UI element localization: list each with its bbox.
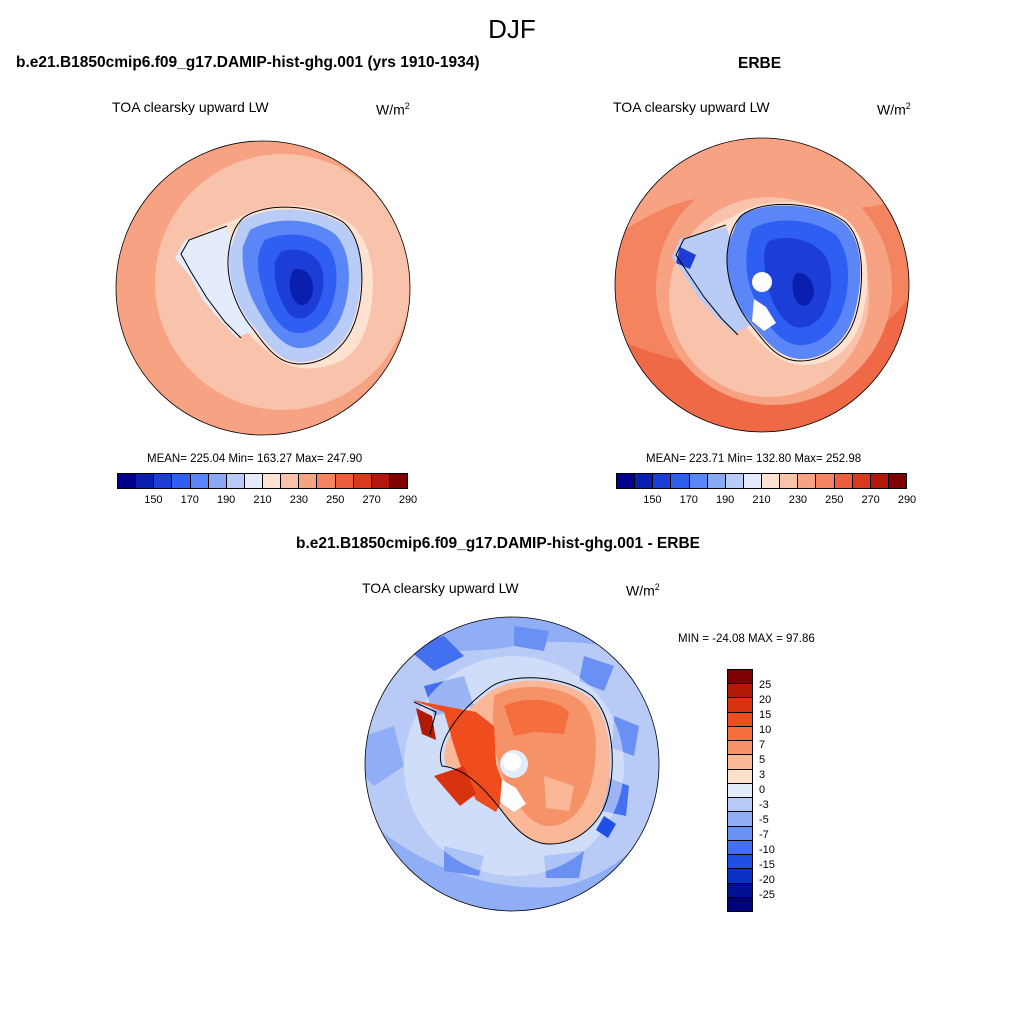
panel-diff-variable-label: TOA clearsky upward LW: [362, 580, 519, 596]
colorbar-tick: 3: [759, 769, 766, 781]
colorbar-tick: 20: [759, 694, 772, 706]
colorbar-tick: 250: [825, 494, 844, 506]
colorbar-tick: 190: [715, 494, 735, 506]
panel-diff-map: [364, 616, 660, 912]
colorbar-tick: 230: [788, 494, 808, 506]
colorbar-tick: 15: [759, 709, 772, 721]
panel-diff-colorbar: [727, 669, 753, 912]
panel-model-variable-label: TOA clearsky upward LW: [112, 99, 269, 115]
colorbar-tick: 0: [759, 784, 766, 796]
colorbar-tick: -25: [759, 889, 775, 901]
panel-obs-map: [614, 137, 910, 433]
colorbar-tick: 170: [180, 494, 199, 506]
colorbar-tick: 10: [759, 724, 772, 736]
colorbar-tick: 5: [759, 754, 766, 766]
panel-model-stats: MEAN= 225.04 Min= 163.27 Max= 247.90: [147, 453, 363, 465]
colorbar-tick: 250: [326, 494, 345, 506]
panel-obs-units-label: W/m2: [877, 101, 911, 118]
colorbar-tick: 190: [216, 494, 236, 506]
panel-obs-variable-label: TOA clearsky upward LW: [613, 99, 770, 115]
colorbar-tick: 230: [289, 494, 309, 506]
panel-model-title: b.e21.B1850cmip6.f09_g17.DAMIP-hist-ghg.…: [16, 54, 480, 71]
panel-model-units-label: W/m2: [376, 101, 410, 118]
colorbar-tick: 25: [759, 679, 772, 691]
panel-obs-colorbar: [616, 473, 907, 489]
colorbar-tick: 150: [144, 494, 163, 506]
colorbar-tick: 210: [253, 494, 272, 506]
panel-obs-colorbar-ticks: 150 170 190 210 230 250 270 290: [616, 494, 916, 508]
colorbar-tick: -10: [759, 844, 775, 856]
colorbar-tick: 150: [643, 494, 662, 506]
colorbar-tick: 290: [897, 494, 917, 506]
figure-title: DJF: [488, 14, 536, 44]
panel-obs-stats: MEAN= 223.71 Min= 132.80 Max= 252.98: [646, 453, 862, 465]
panel-model-colorbar-ticks: 150 170 190 210 230 250 270 290: [117, 494, 417, 508]
panel-obs-title: ERBE: [738, 55, 782, 72]
colorbar-tick: -15: [759, 859, 775, 871]
colorbar-tick: -7: [759, 829, 769, 841]
panel-diff-stats: MIN = -24.08 MAX = 97.86: [678, 633, 815, 645]
colorbar-tick: -3: [759, 799, 769, 811]
colorbar-tick: 170: [679, 494, 698, 506]
colorbar-tick: 290: [398, 494, 418, 506]
colorbar-tick: 270: [861, 494, 880, 506]
colorbar-tick: 270: [362, 494, 381, 506]
panel-diff-colorbar-ticks: 25 20 15 10 7 5 3 0 -3 -5 -7 -10 -15 -20…: [759, 669, 799, 910]
panel-diff-units-label: W/m2: [626, 582, 660, 599]
colorbar-tick: -20: [759, 874, 775, 886]
panel-model-colorbar: [117, 473, 408, 489]
panel-model-map: [115, 140, 411, 436]
colorbar-tick: 210: [752, 494, 771, 506]
panel-diff-title: b.e21.B1850cmip6.f09_g17.DAMIP-hist-ghg.…: [296, 535, 700, 552]
colorbar-tick: 7: [759, 739, 766, 751]
colorbar-tick: -5: [759, 814, 769, 826]
